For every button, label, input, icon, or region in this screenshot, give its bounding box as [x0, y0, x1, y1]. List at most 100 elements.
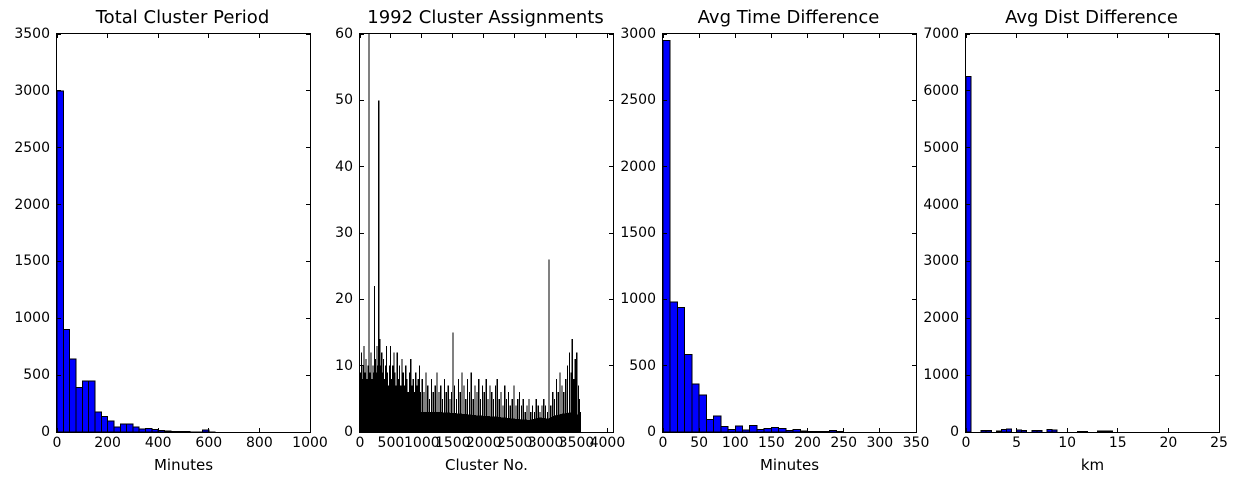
vline-bar [463, 385, 465, 432]
vline-bar [487, 398, 489, 432]
histogram-bar [88, 380, 96, 432]
histogram-bar [828, 430, 837, 432]
histogram-bar [705, 418, 715, 432]
y-tick-mark [1215, 374, 1219, 376]
y-tick-mark [360, 365, 364, 367]
vline-bar [405, 365, 407, 432]
histogram-bar [1107, 430, 1114, 432]
x-tick-mark [1016, 34, 1018, 38]
vline-bar [432, 392, 434, 432]
histogram-bar [145, 428, 153, 432]
x-tick-mark [208, 428, 210, 432]
vline-bar [396, 352, 398, 432]
vline-bar [368, 34, 370, 432]
vline-bar [365, 359, 367, 432]
x-tick-mark [734, 34, 736, 38]
x-tick-label: 15 [1108, 435, 1127, 451]
vline-bar [382, 372, 384, 432]
x-tick-mark [56, 428, 58, 432]
vline-bar [421, 378, 423, 432]
y-tick-mark [1215, 33, 1219, 35]
axes-1992-cluster-assignments [359, 33, 614, 433]
y-tick-mark [663, 365, 667, 367]
histogram-bar [1000, 428, 1007, 432]
x-tick-label: 1000 [404, 435, 440, 451]
x-tick-mark [208, 34, 210, 38]
y-tick-label: 0 [647, 424, 656, 440]
axes-avg-time-difference [662, 33, 917, 433]
vline-bar [541, 405, 543, 432]
x-tick-mark [1117, 428, 1119, 432]
plot-area-svg [663, 40, 845, 432]
y-tick-label: 30 [335, 225, 353, 241]
vline-bar [561, 385, 563, 432]
vline-bar [369, 372, 371, 432]
vline-bar [370, 352, 372, 432]
vline-bar [568, 352, 570, 432]
vline-bar [440, 385, 442, 432]
vline-bar [533, 412, 536, 432]
y-tick-mark [912, 431, 916, 433]
y-tick-label: 2000 [923, 310, 959, 327]
vline-bar [544, 405, 547, 432]
y-tick-mark [57, 204, 61, 206]
y-tick-mark [912, 166, 916, 168]
y-tick-mark [1215, 204, 1219, 206]
histogram-bar [62, 329, 71, 432]
x-tick-mark [359, 428, 361, 432]
y-tick-label: 10 [335, 357, 353, 374]
y-tick-label: 500 [629, 357, 656, 374]
x-axis-label-cluster-no: Cluster No. [445, 456, 528, 474]
y-tick-mark [1215, 260, 1219, 262]
histogram-bar [132, 426, 140, 432]
y-tick-mark [609, 33, 613, 35]
x-tick-mark [514, 428, 516, 432]
y-tick-mark [609, 232, 613, 234]
vline-bar [375, 372, 377, 432]
x-tick-label: 300 [866, 435, 894, 451]
histogram-bar [720, 426, 729, 432]
x-tick-mark [514, 34, 516, 38]
vline-bar [472, 398, 474, 432]
chart-title-avg-time-difference: Avg Time Difference [697, 7, 880, 28]
y-tick-mark [966, 147, 970, 149]
x-tick-label: 2500 [496, 435, 533, 451]
y-tick-label: 60 [335, 26, 353, 42]
y-tick-label: 1500 [14, 253, 50, 270]
histogram-bar [1081, 430, 1088, 432]
vline-bar [412, 378, 414, 432]
x-tick-mark [107, 428, 109, 432]
vline-bar [360, 372, 362, 432]
vline-bar [371, 378, 373, 432]
vline-bar [515, 405, 517, 432]
vline-bar [500, 392, 502, 432]
y-tick-mark [609, 166, 613, 168]
x-tick-mark [1167, 428, 1169, 432]
vline-bar [485, 378, 487, 432]
histogram-bar [1046, 429, 1053, 432]
x-axis-label-km: km [1080, 456, 1105, 474]
histogram-bar [669, 301, 678, 432]
histogram-bar [75, 387, 83, 432]
x-tick-mark [843, 428, 845, 432]
vline-bar [434, 385, 436, 432]
y-tick-mark [609, 365, 613, 367]
vline-bar [389, 345, 392, 432]
histogram-bar [1005, 428, 1013, 432]
vline-bar [391, 378, 393, 432]
y-tick-label: 1500 [620, 225, 656, 241]
vline-bar [480, 398, 482, 432]
x-tick-label: 0 [355, 435, 365, 451]
x-tick-mark [807, 34, 809, 38]
y-tick-mark [663, 99, 667, 101]
vline-bar [507, 392, 510, 432]
y-tick-label: 50 [335, 92, 353, 109]
y-tick-mark [663, 298, 667, 300]
vline-bar [555, 378, 557, 432]
y-tick-mark [1215, 317, 1219, 319]
vline-bar [379, 339, 381, 432]
vline-bar [387, 385, 390, 432]
x-tick-mark [915, 428, 917, 432]
vline-bar [452, 332, 454, 432]
